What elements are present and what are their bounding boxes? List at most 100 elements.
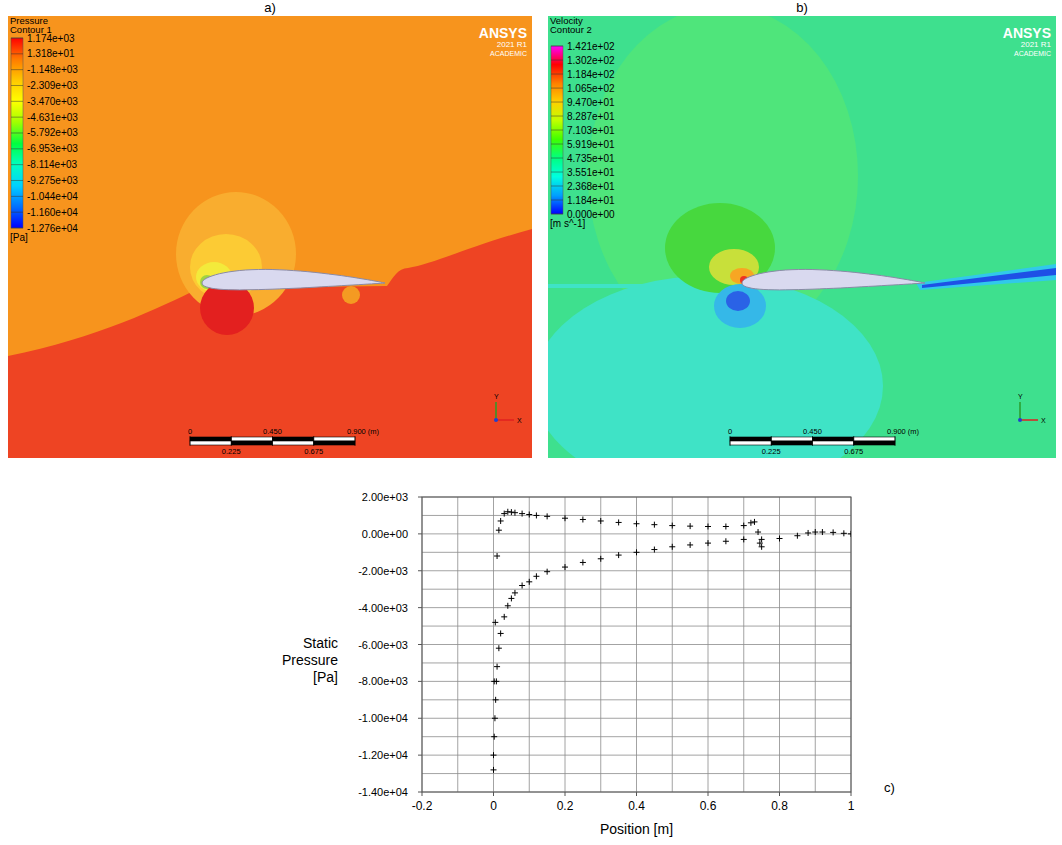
data-point: [634, 521, 640, 527]
scale-tick: [231, 436, 232, 446]
scale-label-value: 0.225: [762, 447, 781, 456]
y-tick: [418, 755, 422, 756]
scale-segment: [771, 441, 812, 445]
y-tick: [418, 607, 422, 608]
grid: [422, 497, 851, 792]
data-point: [491, 752, 497, 758]
data-point: [508, 509, 514, 515]
field-region: [714, 284, 766, 328]
scale-segment: [854, 437, 895, 441]
colorbar-label: -2.309e+03: [27, 80, 78, 91]
minor-grid-line: [422, 773, 851, 774]
colorbar-tick: [11, 38, 23, 39]
colorbar: [11, 38, 23, 228]
data-point: [705, 524, 711, 530]
colorbar-label: 8.287e+01: [567, 111, 615, 122]
scale-segment: [273, 441, 314, 445]
scale-tick: [730, 436, 731, 446]
colorbar-tick: [11, 85, 23, 86]
data-point: [748, 520, 754, 526]
data-point: [705, 540, 711, 546]
y-tick: [418, 681, 422, 682]
airfoil: [742, 269, 925, 290]
colorbar-tick: [551, 88, 563, 89]
data-point: [751, 519, 757, 525]
y-tick: [418, 570, 422, 571]
figure: 1.174e+031.318e+01-1.148e+03-2.309e+03-3…: [0, 0, 1062, 845]
data-point: [496, 645, 502, 651]
data-point: [512, 510, 518, 516]
data-point: [669, 523, 675, 529]
colorbar-unit: [m s^-1]: [550, 218, 585, 229]
x-tick: [565, 792, 566, 796]
scale-label-value: 0: [188, 427, 192, 436]
data-point: [512, 590, 518, 596]
scale-label-value: 0.675: [304, 447, 323, 456]
field-region: [726, 291, 750, 311]
x-tick: [422, 792, 423, 796]
colorbar-tick: [551, 200, 563, 201]
colorbar-label: -1.276e+04: [27, 223, 78, 234]
triad-y: [1019, 402, 1021, 420]
scale-unit: (m): [906, 427, 920, 436]
scale-segment: [190, 437, 231, 441]
colorbar-tick: [551, 158, 563, 159]
data-point: [492, 715, 498, 721]
data-point: [492, 619, 498, 625]
y-tick: [418, 644, 422, 645]
y-tick-label: -1.20e+04: [358, 749, 408, 761]
scale-label-value: 0.900: [887, 427, 906, 436]
scale-unit: (m): [366, 427, 380, 436]
scale-segment: [854, 441, 895, 445]
minor-grid-line: [422, 626, 851, 627]
minor-grid-line: [422, 589, 851, 590]
colorbar-label: -1.148e+03: [27, 64, 78, 75]
data-point: [805, 530, 811, 536]
contour-subtitle: Contour 2: [550, 24, 592, 35]
data-point: [669, 544, 675, 550]
colorbar-tick: [551, 172, 563, 173]
data-point: [812, 529, 818, 535]
contour-panel: 1.174e+031.318e+01-1.148e+03-2.309e+03-3…: [8, 15, 532, 458]
data-point: [498, 518, 504, 524]
wake: [922, 268, 1056, 288]
data-point: [841, 530, 847, 536]
data-point: [741, 536, 747, 542]
colorbar-tick: [11, 212, 23, 213]
plot-frame: [422, 497, 851, 792]
triad-origin: [1018, 418, 1022, 422]
scale-label: 0: [188, 427, 192, 436]
scale-tick: [355, 436, 356, 446]
scale-tick: [895, 436, 896, 446]
data-point: [755, 529, 761, 535]
logo-text: ACADEMIC: [1014, 50, 1051, 57]
scale-label-value: 0.900: [347, 427, 366, 436]
field: [8, 16, 532, 458]
logo-text: 2021 R1: [497, 40, 528, 49]
y-tick: [418, 718, 422, 719]
data-point: [741, 523, 747, 529]
data-point: [505, 603, 511, 609]
scale-label: 0.225: [222, 447, 241, 456]
scale-segment: [730, 437, 771, 441]
scale-label: 0.900 (m): [347, 427, 380, 436]
data-point: [491, 767, 497, 773]
colorbar-label: 4.735e+01: [567, 153, 615, 164]
scale-segment: [314, 437, 355, 441]
scale-label: 0.450: [263, 427, 282, 436]
minor-grid-line: [422, 699, 851, 700]
colorbar-tick: [11, 180, 23, 181]
data-point: [723, 524, 729, 530]
data-point: [494, 664, 500, 670]
colorbar-tick: [11, 117, 23, 118]
x-tick: [851, 792, 852, 796]
grid-line: [422, 718, 851, 719]
colorbar-tick: [11, 69, 23, 70]
data-point: [544, 569, 550, 575]
data-point: [598, 518, 604, 524]
scale-tick: [771, 436, 772, 446]
colorbar-label: 3.551e+01: [567, 167, 615, 178]
data-point: [562, 564, 568, 570]
scale-tick: [853, 436, 854, 446]
data-point: [616, 519, 622, 525]
